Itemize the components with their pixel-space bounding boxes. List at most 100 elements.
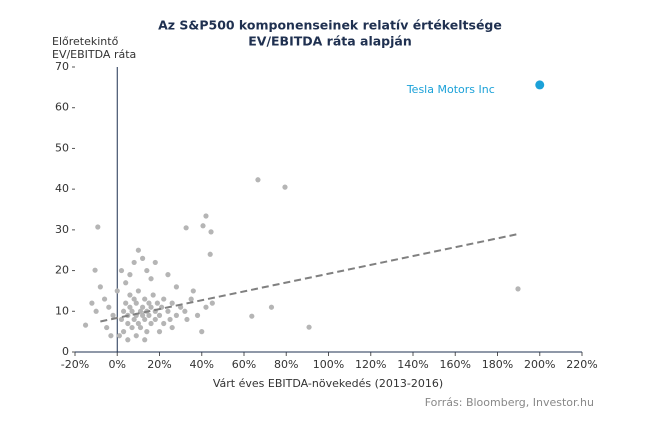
x-tick-label: 100% xyxy=(313,358,344,371)
chart-title: Az S&P500 komponenseinek relatív értékel… xyxy=(158,18,502,33)
point xyxy=(184,316,190,323)
point xyxy=(190,288,196,294)
y-tick-label: 30 xyxy=(55,223,69,236)
point xyxy=(133,333,139,339)
point xyxy=(169,300,175,306)
point xyxy=(255,177,261,183)
point xyxy=(92,267,98,273)
point xyxy=(148,304,154,310)
point xyxy=(148,276,154,282)
point xyxy=(154,300,160,306)
point xyxy=(131,296,137,302)
point xyxy=(203,213,209,219)
point xyxy=(146,300,152,306)
y-axis-label: Előretekintő xyxy=(52,35,119,48)
point xyxy=(144,267,150,274)
y-tick-label: 40 xyxy=(55,182,69,195)
point xyxy=(515,286,521,292)
point xyxy=(169,324,175,331)
point xyxy=(182,308,188,314)
x-tick-label: 80% xyxy=(274,358,298,371)
point xyxy=(114,288,120,294)
point xyxy=(123,280,129,286)
point xyxy=(120,308,127,314)
point xyxy=(97,284,103,290)
y-tick-label: 20 xyxy=(55,264,69,277)
x-tick-label: 120% xyxy=(355,358,386,371)
point xyxy=(108,333,114,339)
point xyxy=(183,225,189,231)
point xyxy=(104,324,110,331)
point xyxy=(140,304,146,310)
point xyxy=(173,312,179,318)
point xyxy=(161,320,167,327)
point xyxy=(89,300,95,306)
point xyxy=(146,312,152,318)
point xyxy=(95,224,101,230)
point xyxy=(93,308,99,314)
point xyxy=(268,304,275,310)
chart-subtitle: EV/EBITDA ráta alapján xyxy=(248,34,412,49)
x-tick-label: 40% xyxy=(190,358,214,371)
point xyxy=(135,320,141,327)
x-tick-label: -20% xyxy=(61,358,89,371)
point xyxy=(142,316,148,323)
point xyxy=(156,329,163,335)
point xyxy=(173,284,179,290)
highlight-label: Tesla Motors Inc xyxy=(406,83,495,96)
point xyxy=(150,292,156,298)
point xyxy=(131,316,137,323)
point xyxy=(156,312,163,318)
point xyxy=(129,324,135,331)
point xyxy=(137,324,144,331)
point xyxy=(127,292,133,298)
point xyxy=(140,255,146,261)
y-axis-label: EV/EBITDA ráta xyxy=(52,48,136,61)
point xyxy=(110,312,116,318)
point xyxy=(200,223,206,229)
trendline xyxy=(100,232,519,323)
point xyxy=(194,312,201,318)
highlight-point xyxy=(535,80,545,90)
point xyxy=(129,308,135,314)
point xyxy=(135,288,141,294)
point xyxy=(127,304,133,310)
point xyxy=(249,313,255,319)
point xyxy=(142,296,148,302)
x-tick-label: 20% xyxy=(147,358,171,371)
point xyxy=(188,296,194,302)
point xyxy=(123,300,129,306)
point xyxy=(106,304,112,310)
point xyxy=(207,251,213,257)
point xyxy=(127,272,133,278)
point xyxy=(135,247,141,253)
point xyxy=(116,333,122,339)
point xyxy=(118,316,125,323)
point xyxy=(120,329,127,335)
point xyxy=(140,312,146,318)
point xyxy=(161,296,167,302)
point xyxy=(131,259,137,266)
point xyxy=(101,296,108,302)
x-tick-label: 200% xyxy=(524,358,555,371)
point xyxy=(118,267,125,274)
y-tick-label: 50 xyxy=(55,141,69,154)
source: Forrás: Bloomberg, Investor.hu xyxy=(425,396,594,409)
x-tick-label: 60% xyxy=(232,358,256,371)
point xyxy=(142,337,148,343)
x-tick-label: 220% xyxy=(566,358,597,371)
point xyxy=(144,329,150,335)
point xyxy=(167,316,173,323)
point xyxy=(282,184,288,190)
x-tick-label: 140% xyxy=(397,358,428,371)
y-tick-label: 60 xyxy=(55,101,69,114)
point xyxy=(203,304,209,310)
point xyxy=(165,308,171,314)
point xyxy=(165,272,171,278)
x-tick-label: 0% xyxy=(109,358,126,371)
point xyxy=(125,337,131,343)
x-axis-label: Várt éves EBITDA-növekedés (2013-2016) xyxy=(213,377,443,390)
point xyxy=(148,320,154,327)
point xyxy=(82,322,89,328)
